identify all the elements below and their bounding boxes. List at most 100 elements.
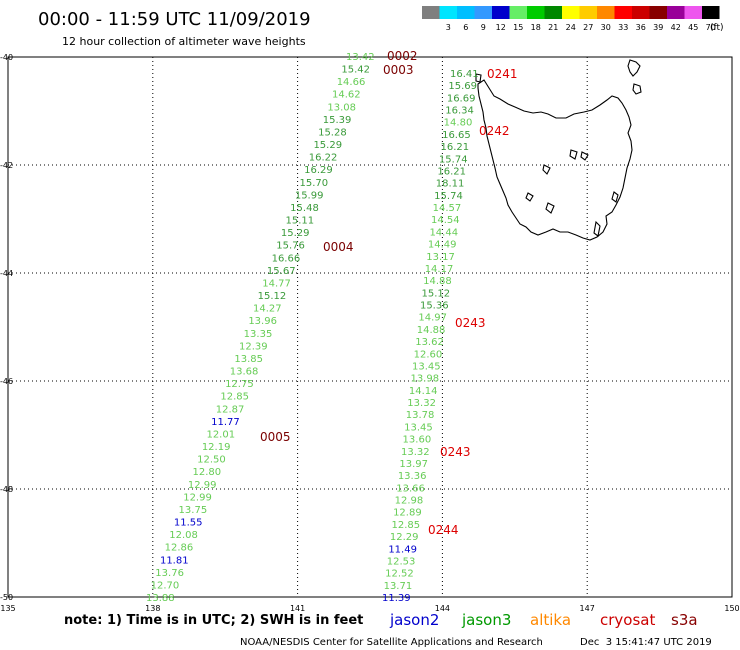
wave-height-value: 13.32 [407, 398, 436, 409]
wave-height-value: 14.66 [337, 77, 366, 88]
wave-height-value: 16.29 [304, 165, 333, 176]
wave-height-value: 13.98 [410, 374, 439, 385]
wave-height-value: 12.86 [165, 543, 194, 554]
wave-height-value: 11.77 [211, 417, 240, 428]
wave-height-value: 15.70 [299, 178, 328, 189]
wave-height-value: 14.17 [425, 264, 454, 275]
lake-4 [545, 202, 555, 214]
wave-height-value: 12.50 [197, 455, 226, 466]
wave-height-value: 13.45 [404, 422, 433, 433]
wave-height-value: 13.42 [346, 52, 375, 63]
wave-height-value: 15.12 [422, 288, 451, 299]
flinders-island [627, 59, 641, 77]
cape-barren-island [632, 83, 642, 95]
color-scale-legend: 3 6 9 12 15 18 21 24 27 30 33 36 39 42 45 70 [422, 6, 720, 32]
pass-time-label: 0005 [260, 430, 291, 444]
legend-tick-label: 33 [618, 23, 628, 32]
wave-height-value: 13.68 [230, 367, 259, 378]
satellite-name: jason3 [461, 611, 511, 629]
wave-height-value: 16.22 [309, 153, 338, 164]
wave-height-value: 12.75 [225, 379, 254, 390]
pass-time-label: 0241 [487, 67, 518, 81]
legend-swatch [544, 6, 562, 19]
legend-tick-label: 12 [496, 23, 506, 32]
wave-height-value: 14.80 [444, 118, 473, 129]
wave-height-value: 13.32 [401, 447, 430, 458]
legend-swatch [457, 6, 475, 19]
wave-height-value: 12.60 [414, 349, 443, 360]
legend-swatch [649, 6, 667, 19]
satellite-name: s3a [671, 611, 698, 629]
wave-height-value: 13.17 [426, 252, 455, 263]
pass-time-label: 0243 [455, 316, 486, 330]
wave-height-value: 16.41 [450, 69, 479, 80]
wave-height-value: 13.62 [415, 337, 444, 348]
legend-tick-label: 21 [548, 23, 558, 32]
pass-time-label: 0243 [440, 445, 471, 459]
wave-height-value: 18.11 [436, 179, 465, 190]
lat-tick-label: -42 [0, 161, 13, 170]
legend-unit: (ft) [710, 23, 724, 33]
wave-height-value: 16.34 [445, 106, 474, 117]
map-title: 00:00 - 11:59 UTC 11/09/2019 [38, 9, 311, 30]
legend-swatch [702, 6, 720, 19]
wave-height-value: 15.74 [434, 191, 463, 202]
wave-height-value: 12.70 [151, 580, 180, 591]
wave-height-value: 16.69 [447, 93, 476, 104]
legend-swatch [422, 6, 440, 19]
wave-height-value: 14.27 [253, 304, 282, 315]
wave-height-value: 14.88 [417, 325, 446, 336]
legend-swatch [562, 6, 580, 19]
legend-tick-label: 36 [636, 23, 646, 32]
wave-height-value: 14.57 [433, 203, 462, 214]
lon-tick-label: 150 [724, 604, 739, 613]
wave-height-value: 12.53 [387, 556, 416, 567]
legend-tick-label: 3 [446, 23, 451, 32]
legend-swatch [614, 6, 632, 19]
legend-swatch [579, 6, 597, 19]
lake-1 [569, 149, 578, 160]
wave-height-value: 12.87 [216, 404, 245, 415]
legend-tick-label: 30 [601, 23, 611, 32]
legend-swatch [527, 6, 545, 19]
wave-height-value: 13.60 [403, 435, 432, 446]
wave-height-value: 13.78 [406, 410, 435, 421]
wave-height-value: 13.08 [327, 102, 356, 113]
wave-height-value: 12.80 [193, 467, 222, 478]
lat-tick-label: -50 [0, 593, 13, 602]
wave-height-value: 12.85 [220, 392, 249, 403]
satellite-name: altika [530, 611, 571, 629]
wave-height-value: 15.36 [420, 301, 449, 312]
wave-height-value: 13.96 [248, 316, 277, 327]
wave-height-value: 12.39 [239, 341, 268, 352]
lat-tick-label: -48 [0, 485, 13, 494]
wave-height-value: 12.19 [202, 442, 231, 453]
legend-swatch [509, 6, 527, 19]
wave-height-value: 15.29 [313, 140, 342, 151]
legend-swatch [439, 6, 457, 19]
legend-swatch [632, 6, 650, 19]
axis-labels: -40 -42 -44 -46 -48 -50 135 138 141 144 147 150 [0, 53, 740, 613]
wave-height-value: 13.85 [234, 354, 263, 365]
wave-height-value: 16.21 [441, 142, 470, 153]
wave-height-value: 11.39 [382, 593, 411, 604]
pass-time-label: 0003 [383, 63, 414, 77]
legend-swatch [492, 6, 510, 19]
wave-height-value: 12.52 [385, 569, 414, 580]
wave-height-value: 16.21 [437, 166, 466, 177]
wave-height-value: 14.54 [431, 215, 460, 226]
wave-height-value: 13.36 [398, 471, 427, 482]
lat-tick-label: -46 [0, 377, 13, 386]
lon-tick-label: 135 [0, 604, 15, 613]
wave-height-value: 13.71 [384, 581, 413, 592]
lon-tick-label: 144 [435, 604, 450, 613]
legend-tick-label: 6 [463, 23, 468, 32]
wave-height-value: 15.28 [318, 127, 347, 138]
lat-tick-label: -40 [0, 53, 13, 62]
wave-height-value: 12.98 [395, 496, 424, 507]
wave-height-value: 16.66 [272, 253, 301, 264]
legend-tick-label: 9 [481, 23, 486, 32]
legend-tick-label: 45 [688, 23, 698, 32]
